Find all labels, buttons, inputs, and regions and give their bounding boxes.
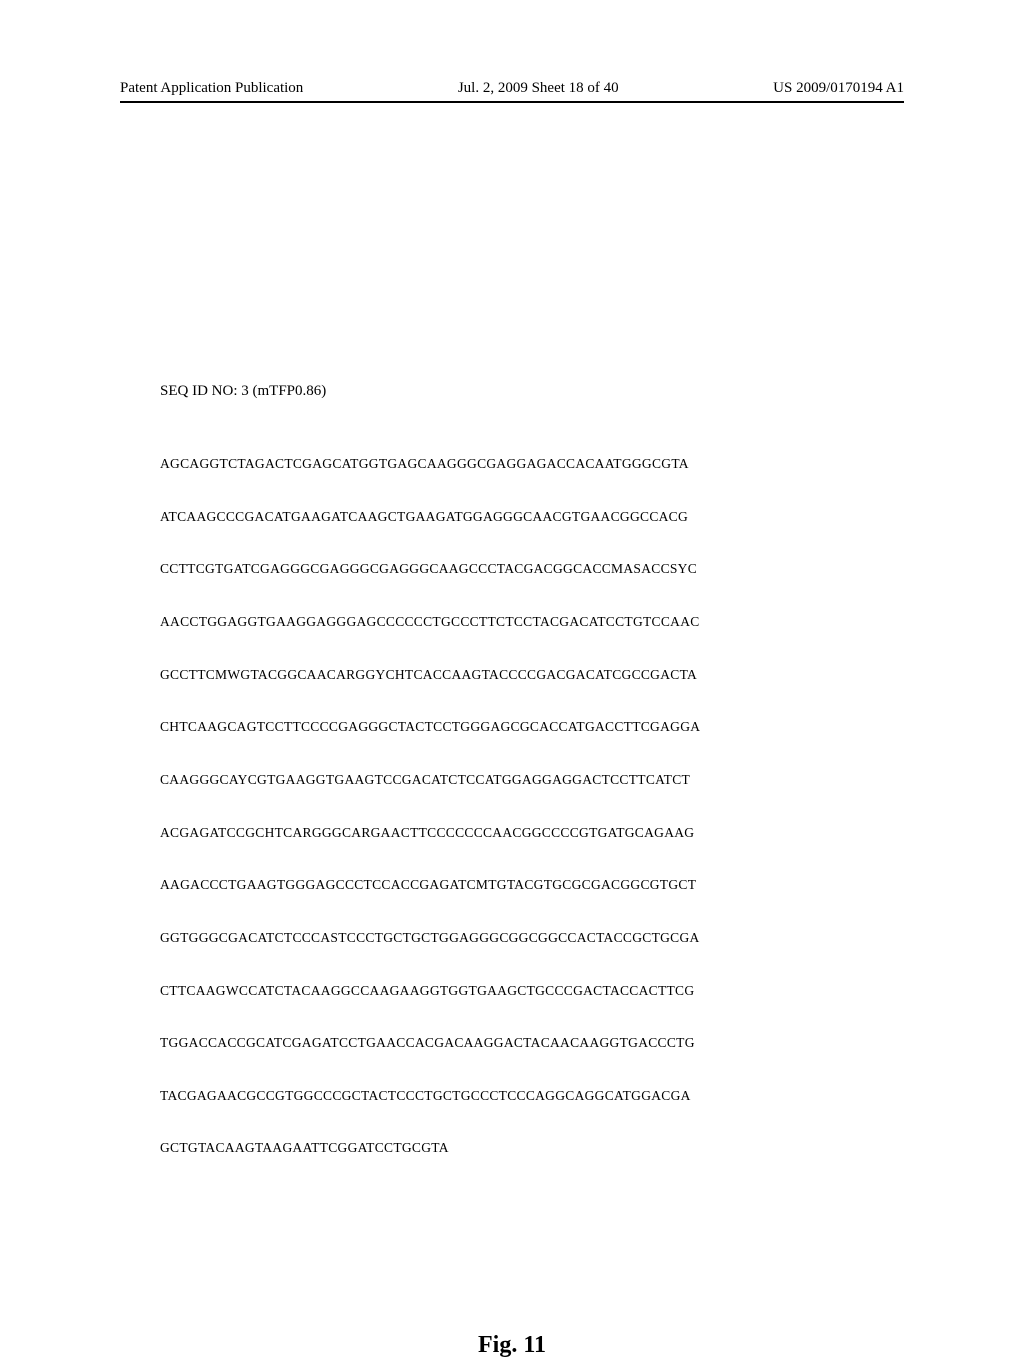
- header-publication-type: Patent Application Publication: [120, 80, 303, 97]
- sequence-line: AAGACCCTGAAGTGGGAGCCCTCCACCGAGATCMTGTACG…: [160, 876, 904, 894]
- sequence-line: GGTGGGCGACATCTCCCASTCCCTGCTGCTGGAGGGCGGC…: [160, 929, 904, 947]
- sequence-line: CAAGGGCAYCGTGAAGGTGAAGTCCGACATCTCCATGGAG…: [160, 771, 904, 789]
- sequence-id-label: SEQ ID NO: 3 (mTFP0.86): [160, 383, 904, 400]
- sequence-line: AGCAGGTCTAGACTCGAGCATGGTGAGCAAGGGCGAGGAG…: [160, 455, 904, 473]
- patent-page: Patent Application Publication Jul. 2, 2…: [0, 0, 1024, 1320]
- figure-label: Fig. 11: [120, 1332, 904, 1359]
- page-header: Patent Application Publication Jul. 2, 2…: [120, 80, 904, 97]
- sequence-line: ATCAAGCCCGACATGAAGATCAAGCTGAAGATGGAGGGCA…: [160, 508, 904, 526]
- header-divider: [120, 101, 904, 103]
- header-patent-number: US 2009/0170194 A1: [773, 80, 904, 97]
- header-date-sheet: Jul. 2, 2009 Sheet 18 of 40: [458, 80, 619, 97]
- sequence-line: GCTGTACAAGTAAGAATTCGGATCCTGCGTA: [160, 1139, 904, 1157]
- sequence-line: AACCTGGAGGTGAAGGAGGGAGCCCCCCTGCCCTTCTCCT…: [160, 613, 904, 631]
- sequence-line: CTTCAAGWCCATCTACAAGGCCAAGAAGGTGGTGAAGCTG…: [160, 982, 904, 1000]
- dna-sequence-block: AGCAGGTCTAGACTCGAGCATGGTGAGCAAGGGCGAGGAG…: [160, 420, 904, 1192]
- sequence-line: TACGAGAACGCCGTGGCCCGCTACTCCCTGCTGCCCTCCC…: [160, 1087, 904, 1105]
- sequence-line: CCTTCGTGATCGAGGGCGAGGGCGAGGGCAAGCCCTACGA…: [160, 560, 904, 578]
- sequence-line: GCCTTCMWGTACGGCAACARGGYCHTCACCAAGTACCCCG…: [160, 666, 904, 684]
- sequence-line: CHTCAAGCAGTCCTTCCCCGAGGGCTACTCCTGGGAGCGC…: [160, 718, 904, 736]
- sequence-line: ACGAGATCCGCHTCARGGGCARGAACTTCCCCCCCAACGG…: [160, 824, 904, 842]
- sequence-line: TGGACCACCGCATCGAGATCCTGAACCACGACAAGGACTA…: [160, 1034, 904, 1052]
